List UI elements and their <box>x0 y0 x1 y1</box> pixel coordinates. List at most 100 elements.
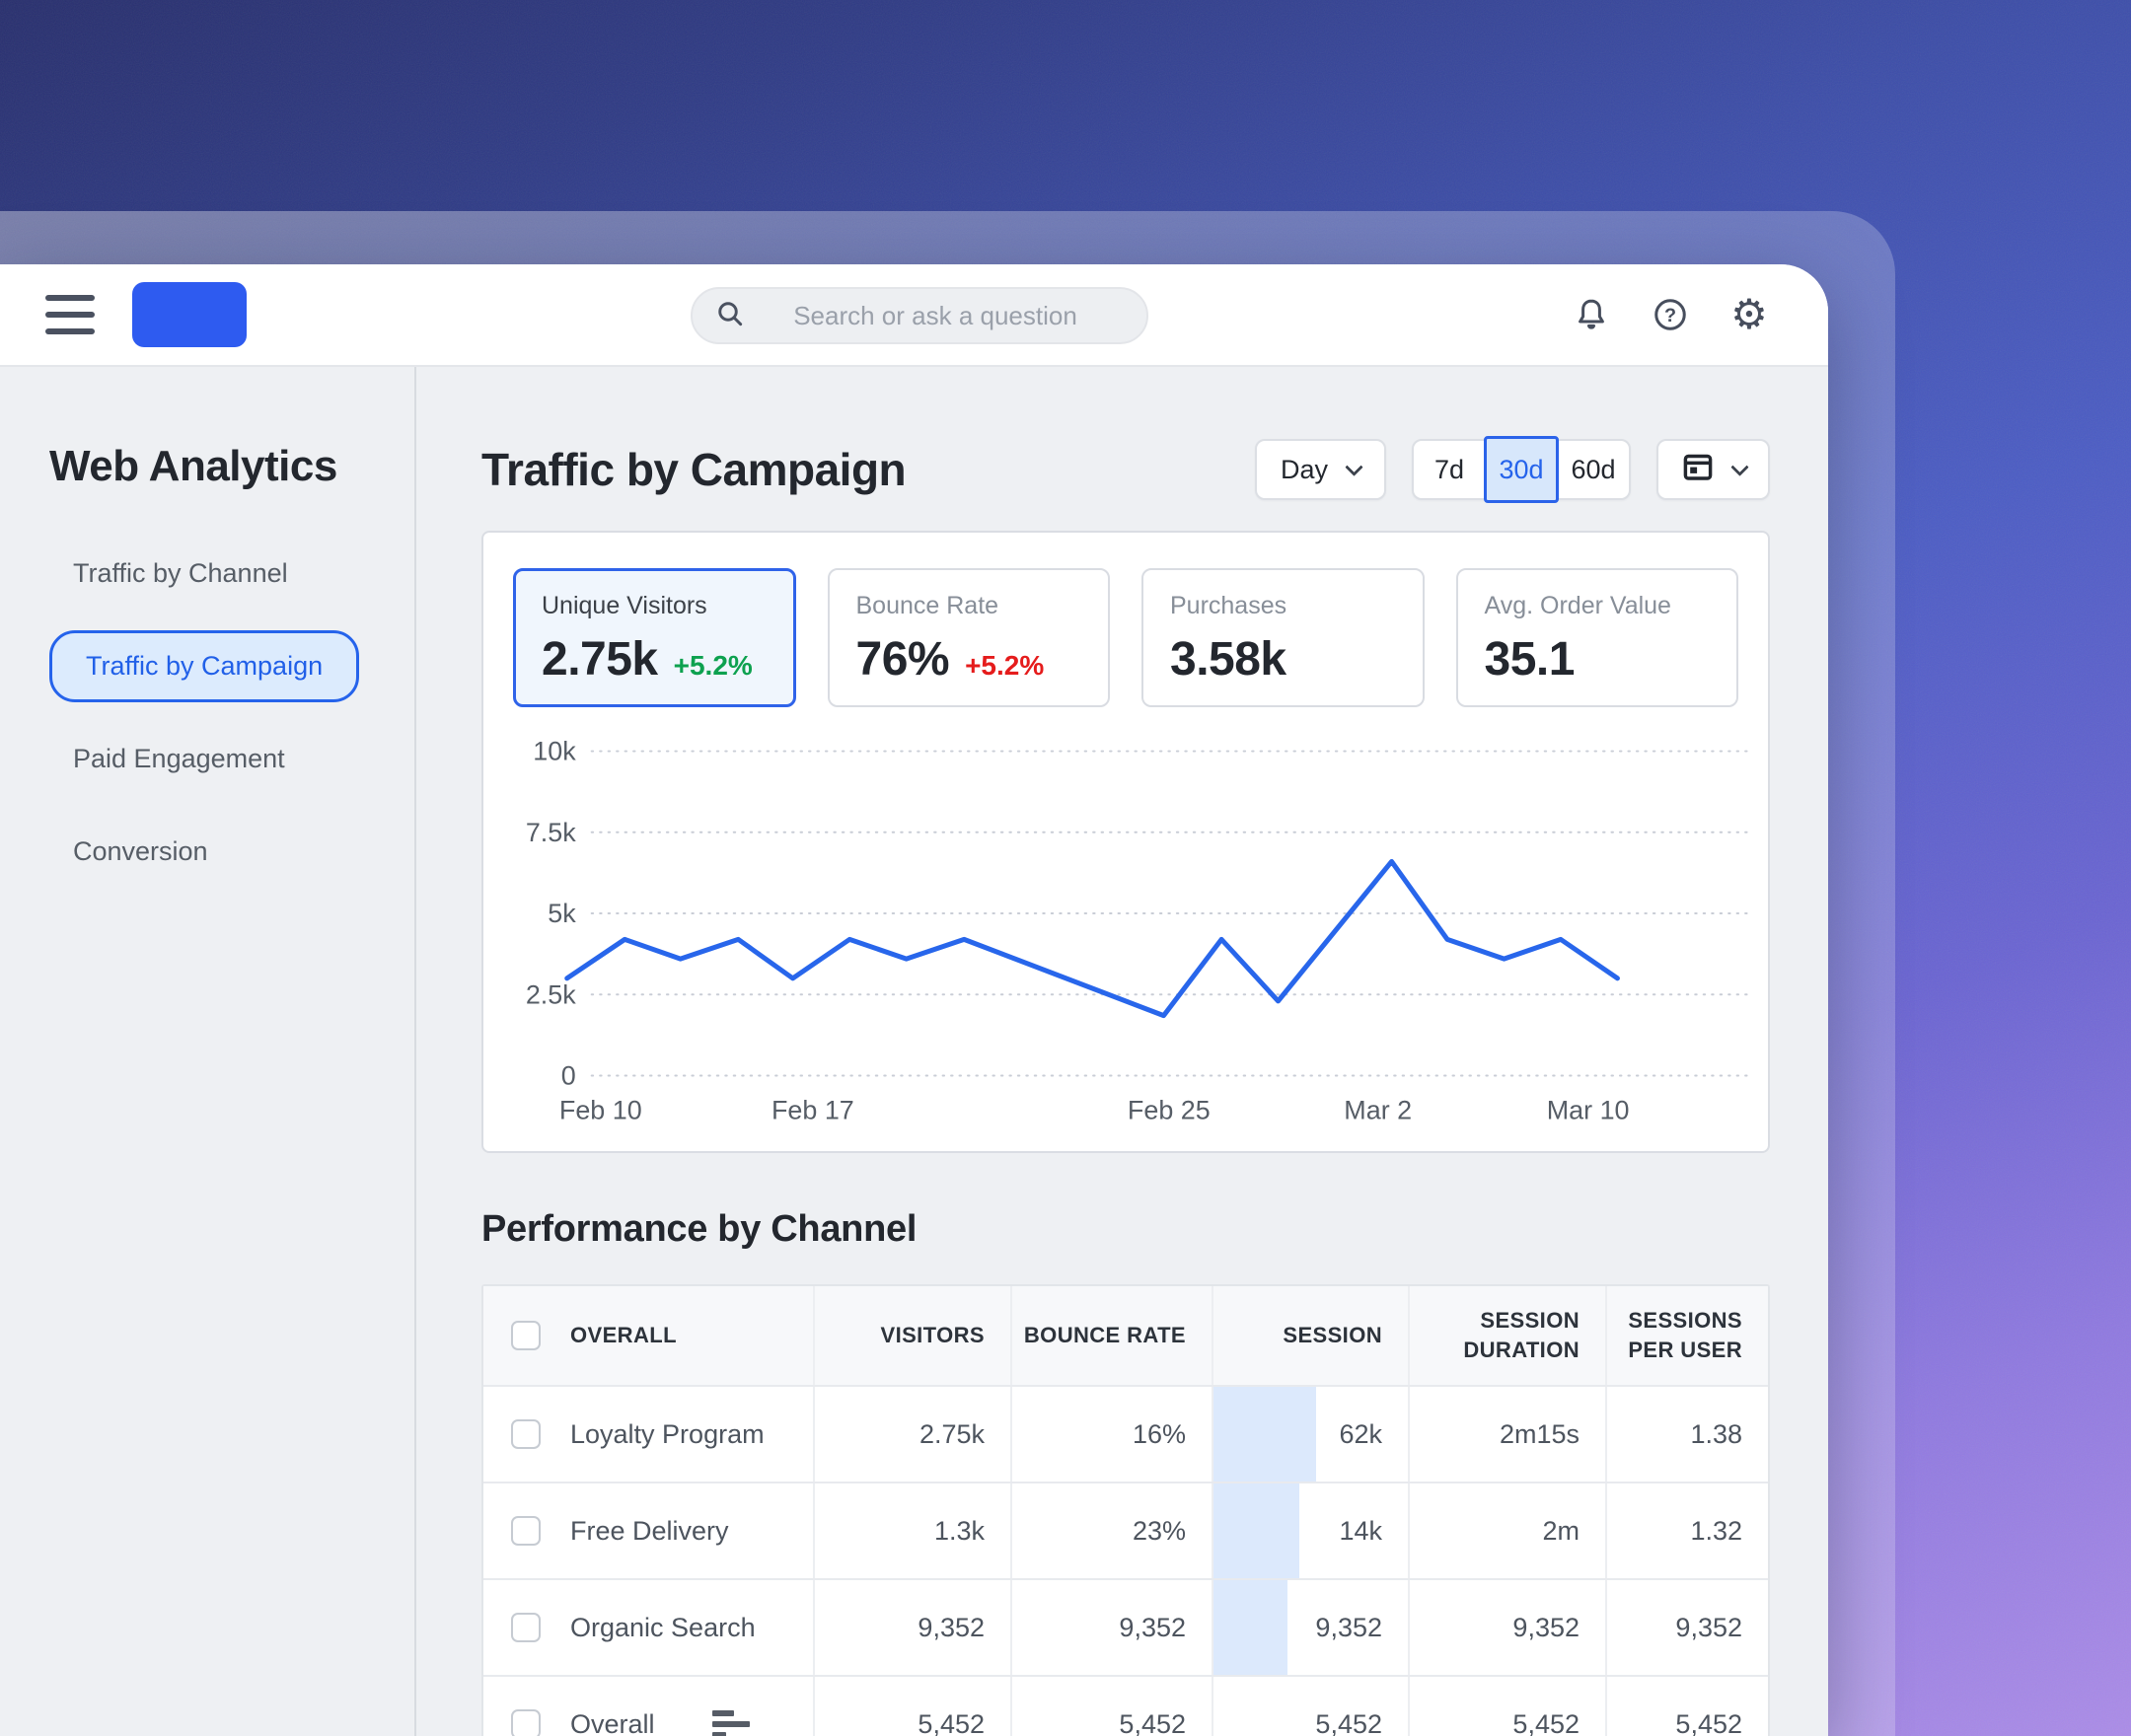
row-name-cell: Free Delivery <box>483 1483 815 1578</box>
column-header-session: SESSION <box>1213 1286 1410 1385</box>
top-bar: ? ⚙ <box>0 264 1828 367</box>
select-all-checkbox[interactable] <box>511 1321 541 1350</box>
sidebar-item-traffic-by-campaign[interactable]: Traffic by Campaign <box>49 619 414 712</box>
sidebar: Web Analytics Traffic by Channel Traffic … <box>0 367 416 1736</box>
sidebar-item-traffic-by-channel[interactable]: Traffic by Channel <box>49 527 414 619</box>
sidebar-item-paid-engagement[interactable]: Paid Engagement <box>49 712 414 805</box>
value-cell: 5,452 <box>815 1677 1012 1736</box>
kpi-label: Bounce Rate <box>855 592 999 619</box>
app-window: ? ⚙ Web Analytics Traffic by Channel Traf… <box>0 264 1828 1736</box>
chevron-down-icon <box>1345 457 1363 476</box>
granularity-value: Day <box>1280 454 1328 484</box>
performance-table: OVERALL VISITORS BOUNCE RATE SESSION SESSION… <box>481 1284 1770 1736</box>
granularity-dropdown[interactable]: Day <box>1254 439 1386 500</box>
column-header-visitors: VISITORS <box>815 1286 1012 1385</box>
row-checkbox[interactable] <box>511 1709 541 1736</box>
kpi-value: 35.1 <box>1484 633 1576 686</box>
search-bar[interactable] <box>691 287 1148 344</box>
chevron-down-icon <box>1730 457 1749 476</box>
value-label: 9,352 <box>1119 1612 1186 1642</box>
value-cell: 9,352 <box>1213 1580 1410 1675</box>
row-name-label: Overall <box>570 1708 655 1736</box>
sidebar-item-label: Paid Engagement <box>73 743 285 773</box>
kpi-delta: +5.2% <box>965 650 1045 681</box>
table-section-title: Performance by Channel <box>481 1208 918 1250</box>
notifications-bell-icon[interactable] <box>1570 293 1613 336</box>
visitors-line-chart: 10k 7.5k 5k 2.5k 0 Feb 10 Feb 17 Feb 25 Mar 2 Mar… <box>483 707 1768 1155</box>
table-row-free-delivery: Free Delivery 1.3k 23% 14k 2m 1.32 <box>483 1482 1768 1578</box>
range-segmented-control: 7d 30d 60d <box>1412 436 1631 503</box>
value-cell: 9,352 <box>815 1580 1012 1675</box>
date-picker-button[interactable] <box>1656 439 1770 500</box>
line-chart-svg: 10k 7.5k 5k 2.5k 0 Feb 10 Feb 17 Feb 25 Mar 2 Mar… <box>526 737 1750 1124</box>
value-cell: 1.3k <box>815 1483 1012 1578</box>
value-cell: 5,452 <box>1012 1677 1213 1736</box>
topbar-actions: ? ⚙ <box>1570 293 1771 336</box>
row-checkbox[interactable] <box>511 1516 541 1546</box>
value-label: 9,352 <box>1315 1612 1382 1642</box>
row-checkbox[interactable] <box>511 1613 541 1642</box>
y-tick-label: 5k <box>548 899 576 928</box>
help-icon[interactable]: ? <box>1649 293 1692 336</box>
table-row-organic-search: Organic Search 9,352 9,352 9,352 9,352 9,352 <box>483 1578 1768 1675</box>
settings-gear-icon[interactable]: ⚙ <box>1730 290 1768 338</box>
column-header-label: BOUNCE RATE <box>1023 1323 1186 1348</box>
menu-icon[interactable] <box>45 295 95 334</box>
y-tick-label: 10k <box>533 737 576 766</box>
x-tick-label: Mar 2 <box>1344 1095 1412 1124</box>
kpi-card-purchases[interactable]: Purchases 3.58k <box>1141 568 1425 707</box>
column-header-sessions-per-user: SESSIONS PER USER <box>1607 1286 1768 1385</box>
value-cell: 62k <box>1213 1387 1410 1482</box>
value-cell: 5,452 <box>1410 1677 1607 1736</box>
x-tick-label: Mar 10 <box>1547 1095 1630 1124</box>
column-header-label: SESSIONS PER USER <box>1628 1308 1742 1362</box>
page-title: Traffic by Campaign <box>481 444 907 495</box>
range-button-60d[interactable]: 60d <box>1571 454 1616 484</box>
column-header-session-duration: SESSION DURATION <box>1410 1286 1607 1385</box>
value-label: 9,352 <box>918 1612 985 1642</box>
row-checkbox[interactable] <box>511 1419 541 1449</box>
kpi-card-bounce-rate[interactable]: Bounce Rate 76% +5.2% <box>827 568 1110 707</box>
value-label: 2m <box>1542 1515 1580 1546</box>
kpi-label: Avg. Order Value <box>1484 592 1671 619</box>
value-label: 1.3k <box>933 1515 985 1546</box>
value-cell: 9,352 <box>1410 1580 1607 1675</box>
y-tick-label: 0 <box>561 1061 576 1091</box>
y-tick-label: 2.5k <box>526 979 576 1009</box>
sidebar-title: Web Analytics <box>49 442 337 490</box>
value-label: 62k <box>1339 1418 1382 1449</box>
kpi-value: 2.75k <box>542 633 658 686</box>
column-header-label: SESSION DURATION <box>1463 1308 1580 1362</box>
kpi-label: Purchases <box>1170 592 1287 619</box>
kpi-card-unique-visitors[interactable]: Unique Visitors 2.75k +5.2% <box>513 568 796 707</box>
brand-logo[interactable] <box>132 282 247 347</box>
value-label: 5,452 <box>918 1708 985 1736</box>
kpi-label: Unique Visitors <box>542 592 707 619</box>
session-bar <box>1213 1580 1287 1675</box>
column-header-label: SESSION <box>1283 1323 1382 1348</box>
sidebar-item-label: Traffic by Channel <box>73 557 288 588</box>
value-label: 5,452 <box>1512 1708 1580 1736</box>
session-bar <box>1213 1483 1299 1578</box>
kpi-cards: Unique Visitors 2.75k +5.2% Bounce Rate 7… <box>513 568 1738 707</box>
kpi-delta: +5.2% <box>673 650 753 681</box>
range-button-30d[interactable]: 30d <box>1484 436 1559 503</box>
sidebar-item-conversion[interactable]: Conversion <box>49 805 414 898</box>
value-label: 14k <box>1339 1515 1382 1546</box>
range-button-7d[interactable]: 7d <box>1433 454 1465 484</box>
value-cell: 14k <box>1213 1483 1410 1578</box>
value-label: 9,352 <box>1675 1612 1742 1642</box>
value-label: 9,352 <box>1512 1612 1580 1642</box>
table-row-overall: Overall 5,452 5,452 5,452 5,452 5,452 <box>483 1675 1768 1736</box>
kpi-card-avg-order-value[interactable]: Avg. Order Value 35.1 <box>1455 568 1738 707</box>
row-name-cell: Overall <box>483 1677 815 1736</box>
y-tick-label: 7.5k <box>526 818 576 847</box>
search-input[interactable] <box>746 300 1125 331</box>
value-cell: 2m <box>1410 1483 1607 1578</box>
column-header-overall: OVERALL <box>483 1286 815 1385</box>
value-cell: 2.75k <box>815 1387 1012 1482</box>
value-cell: 1.32 <box>1607 1483 1768 1578</box>
value-label: 1.32 <box>1690 1515 1742 1546</box>
column-header-label: VISITORS <box>880 1323 985 1348</box>
